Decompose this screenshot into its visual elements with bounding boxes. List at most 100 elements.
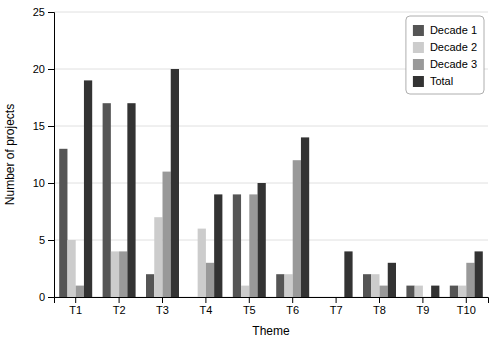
bar — [380, 286, 388, 297]
bar — [171, 69, 179, 297]
grid-line — [54, 183, 488, 184]
y-tick-mark — [48, 240, 54, 241]
x-tick: T4 — [199, 297, 212, 316]
bar — [249, 194, 257, 297]
legend-swatch — [413, 76, 424, 87]
y-tick-mark — [48, 12, 54, 13]
bar — [363, 274, 371, 297]
y-axis-line — [48, 13, 55, 298]
legend-swatch — [413, 25, 424, 36]
grid — [54, 12, 488, 297]
x-tick-mark — [379, 297, 380, 303]
x-tick-mark — [205, 297, 206, 303]
x-tick-label: T4 — [199, 304, 212, 316]
bar — [276, 274, 284, 297]
legend-box — [406, 16, 484, 94]
bar — [67, 240, 75, 297]
bar — [301, 137, 309, 297]
y-tick-label: 10 — [33, 177, 45, 189]
grid-line — [54, 240, 488, 241]
bar — [241, 286, 249, 297]
y-tick-label: 25 — [33, 6, 45, 18]
legend-label: Total — [430, 75, 453, 87]
legend-swatch — [413, 59, 424, 70]
bar — [293, 160, 301, 297]
bar — [214, 194, 222, 297]
y-tick-mark — [48, 69, 54, 70]
y-axis-title: Number of projects — [3, 104, 17, 205]
grid-line — [54, 126, 488, 127]
bar — [154, 217, 162, 297]
bar — [146, 274, 154, 297]
x-tick-mark — [422, 297, 423, 303]
y-tick-mark — [48, 126, 54, 127]
chart: T1 T2 T3 T4 T5 T6 T7 T8 T9 T10 0 5 10 15 20 25 Theme Numb… — [0, 0, 500, 343]
x-tick-label: T8 — [373, 304, 386, 316]
x-tick-label: T5 — [243, 304, 256, 316]
bar — [103, 103, 111, 297]
x-tick: T7 — [330, 297, 343, 316]
bar — [388, 263, 396, 297]
bar — [328, 297, 336, 298]
legend-item: Decade 3 — [413, 58, 477, 70]
x-tick-label: T9 — [416, 304, 429, 316]
bar — [119, 251, 127, 297]
x-tick-label: T10 — [457, 304, 476, 316]
y-tick-label: 20 — [33, 63, 45, 75]
legend: Decade 1 Decade 2 Decade 3 Total — [406, 16, 484, 94]
legend-item: Decade 2 — [413, 41, 477, 53]
x-tick-label: T1 — [69, 304, 82, 316]
y-tick-mark — [48, 183, 54, 184]
y-tick-label: 0 — [39, 291, 45, 303]
y-axis: 0 5 10 15 20 25 — [33, 6, 55, 303]
bar — [163, 172, 171, 297]
x-tick: T3 — [156, 297, 169, 316]
bar-series — [59, 103, 458, 297]
legend-item: Total — [413, 75, 453, 87]
x-tick-label: T6 — [286, 304, 299, 316]
bar — [415, 286, 423, 297]
y-tick: 25 — [33, 6, 54, 18]
bar — [423, 297, 431, 298]
x-tick: T5 — [243, 297, 256, 316]
x-tick-mark — [466, 297, 467, 303]
x-tick-label: T7 — [330, 304, 343, 316]
bar — [458, 286, 466, 297]
bar — [233, 194, 241, 297]
bar — [475, 251, 483, 297]
bar — [431, 286, 439, 297]
x-axis: T1 T2 T3 T4 T5 T6 T7 T8 T9 T10 — [55, 297, 489, 316]
plot: T1 T2 T3 T4 T5 T6 T7 T8 T9 T10 0 5 10 15 20 25 — [33, 6, 489, 316]
bar — [406, 286, 414, 297]
bar — [111, 251, 119, 297]
x-tick-mark — [292, 297, 293, 303]
x-tick: T10 — [457, 297, 476, 316]
x-tick: T2 — [113, 297, 126, 316]
legend-item: Decade 1 — [413, 24, 477, 36]
bar — [189, 297, 197, 298]
y-tick-label: 15 — [33, 120, 45, 132]
x-tick: T6 — [286, 297, 299, 316]
x-axis-line — [55, 298, 489, 304]
x-tick-mark — [119, 297, 120, 303]
y-tick: 0 — [39, 291, 54, 303]
y-tick: 5 — [39, 234, 54, 246]
legend-swatch — [413, 42, 424, 53]
bar — [336, 297, 344, 298]
bar — [76, 286, 84, 297]
y-tick: 20 — [33, 63, 54, 75]
bar — [344, 251, 352, 297]
bar — [450, 286, 458, 297]
bar — [198, 229, 206, 297]
legend-label: Decade 3 — [430, 58, 477, 70]
x-tick-mark — [336, 297, 337, 303]
x-tick-mark — [249, 297, 250, 303]
bar — [127, 103, 135, 297]
y-tick: 10 — [33, 177, 54, 189]
bars — [59, 69, 483, 297]
bar — [284, 274, 292, 297]
x-axis-title: Theme — [252, 324, 290, 338]
x-tick-label: T2 — [113, 304, 126, 316]
x-tick: T9 — [416, 297, 429, 316]
bar — [320, 297, 328, 298]
